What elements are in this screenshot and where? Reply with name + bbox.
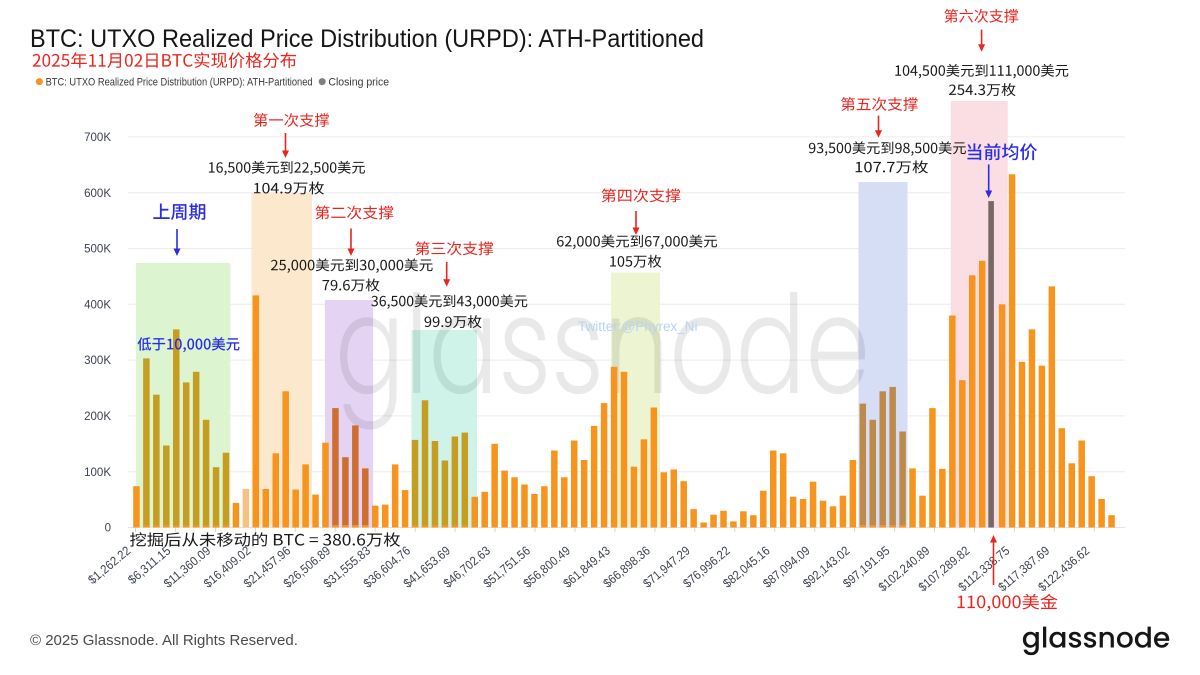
svg-text:BTC: UTXO Realized Price Distr: BTC: UTXO Realized Price Distribution (U… <box>30 25 704 53</box>
svg-text:Closing price: Closing price <box>328 76 389 88</box>
svg-text:© 2025 Glassnode. All Rights R: © 2025 Glassnode. All Rights Reserved. <box>30 632 298 649</box>
svg-text:BTC: UTXO Realized Price Distr: BTC: UTXO Realized Price Distribution (U… <box>46 76 313 88</box>
svg-text:Twitter:@Phyrex_Ni: Twitter:@Phyrex_Ni <box>578 319 697 334</box>
svg-text:500K: 500K <box>84 244 111 256</box>
svg-text:400K: 400K <box>84 299 111 311</box>
svg-text:300K: 300K <box>84 355 111 367</box>
svg-text:0: 0 <box>105 523 111 535</box>
svg-text:100K: 100K <box>84 467 111 479</box>
svg-text:600K: 600K <box>84 188 111 200</box>
svg-text:700K: 700K <box>84 132 111 144</box>
svg-text:200K: 200K <box>84 411 111 423</box>
